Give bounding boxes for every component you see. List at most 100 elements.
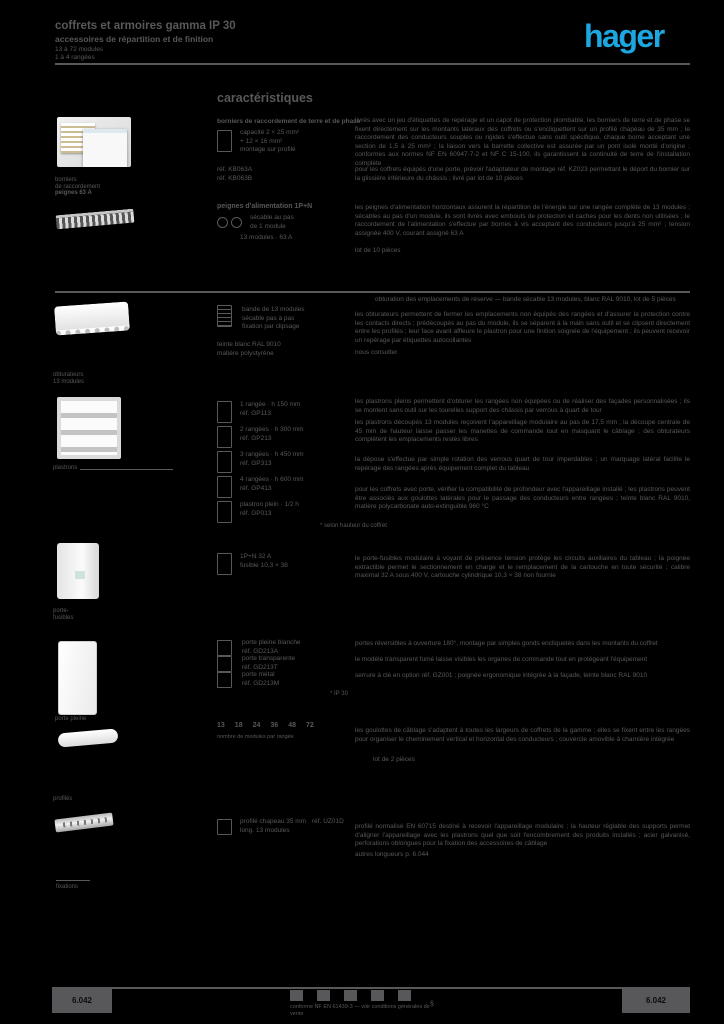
caption-obturateurs-1: obturateurs	[53, 372, 84, 378]
s3-note: obturation des emplacements de réserve —…	[375, 296, 676, 303]
s2-specs: sécable au pas de 1 module	[250, 214, 340, 231]
pole-count-icon	[217, 215, 245, 233]
s5-specs: 1P+N 32 A fusible 10,3 × 38	[240, 553, 340, 570]
s6-row2-desc: le modèle transparent fumé laisse visibl…	[355, 656, 648, 663]
s4-row-1: 1 rangée · h 150 mm réf. GP113	[240, 401, 345, 418]
caption-profiles: profilés	[53, 796, 73, 802]
s3-description: les obturateurs permettent de fermer les…	[355, 311, 690, 344]
s7-seg-72: 72	[305, 722, 314, 729]
s8-specs: profilé chapeau 35 mm long. 13 modules	[240, 818, 335, 835]
caption-leader-line	[80, 469, 173, 470]
s9-caption-rule	[56, 880, 90, 881]
s4-paragraph-b: les plastrons découpés 13 modules reçoiv…	[355, 419, 690, 444]
s4-row3-l1: 3 rangées · h 450 mm	[240, 451, 304, 458]
row-pictogram-icon-3	[217, 451, 232, 473]
s1-specs: capacité 2 × 25 mm² + 12 × 16 mm² montag…	[240, 129, 350, 155]
product-photo-goulotte	[57, 728, 119, 748]
s4-row5-l1: plastron plein · 1/2 h	[240, 501, 299, 508]
caption-borniers-2: de raccordement	[55, 184, 101, 190]
s1-intro: borniers de raccordement de terre et de …	[217, 118, 361, 125]
label-peignes: peignes 63 A	[55, 190, 92, 196]
s4-row-4: 4 rangées · h 600 mm réf. GP413	[240, 476, 345, 493]
din-rail-icon	[217, 819, 232, 835]
s4-row5-l2: réf. GP013	[240, 509, 272, 517]
section-heading: caractéristiques	[217, 91, 313, 105]
s3-spec2: sécable pas à pas	[242, 314, 295, 322]
module-strip-icon	[217, 305, 232, 327]
certification-icon-2	[317, 990, 330, 1001]
certification-icon-1	[290, 990, 303, 1001]
product-photo-porte-fusibles	[57, 543, 99, 599]
s3-spec1: bande de 13 modules	[242, 306, 305, 313]
caption-obturateurs-2: 13 modules	[53, 379, 85, 385]
s1-spec2: + 12 × 16 mm²	[240, 137, 283, 145]
s4-row1-l1: 1 rangée · h 150 mm	[240, 401, 301, 408]
s6-row3-desc: serrure à clé en option réf. GZ001 ; poi…	[355, 672, 648, 679]
s6-row-1: porte pleine blanche réf. GD213A	[242, 639, 342, 656]
s4-footnote: * selon hauteur du coffret	[320, 523, 387, 529]
s6-row3-l2: réf. GD213M	[242, 679, 280, 687]
s2-spec3: 13 modules · 63 A	[240, 234, 293, 241]
row-pictogram-icon-5	[217, 501, 232, 523]
product-photo-plastron	[57, 397, 121, 459]
s6-row2-l2: réf. GD213T	[242, 663, 278, 671]
caption-fusibles-2: fusibles	[53, 615, 74, 621]
certification-icon-4	[371, 990, 384, 1001]
page-subtitle-3: 1 à 4 rangées	[55, 54, 95, 61]
caption-porte: porte pleine	[55, 716, 87, 722]
fuse-carrier-icon	[217, 553, 232, 575]
s6-row-2: porte transparente réf. GD213T	[242, 655, 342, 672]
s1-spec3: montage sur profilé	[240, 146, 296, 154]
s2-head: peignes d'alimentation 1P+N	[217, 203, 313, 210]
s1-description-2: pour les coffrets équipés d'une porte, p…	[355, 166, 690, 182]
s7-seg-36: 36	[270, 722, 279, 729]
pole-circle-icon-2	[231, 217, 242, 228]
s2-tail: lot de 10 pièces	[355, 247, 401, 254]
s1-description: livrés avec un jeu d'étiquettes de repér…	[355, 117, 690, 167]
s4-paragraph-a: les plastrons pleins permettent d'obture…	[355, 398, 690, 414]
caption-fixations: fixations	[56, 884, 79, 890]
certification-icon-3	[344, 990, 357, 1001]
s3-spec5: matière polystyrène	[217, 349, 274, 357]
certification-icon-5	[398, 990, 411, 1001]
product-photo-porte	[58, 641, 97, 715]
s6-row1-desc: portes réversibles à ouverture 180°, mon…	[355, 640, 658, 647]
s3-spec3: fixation par clipsage	[242, 323, 300, 331]
s4-paragraph-c: la dépose s'effectue par simple rotation…	[355, 456, 690, 472]
door-icon-3	[217, 672, 232, 688]
hager-logo: hager	[584, 18, 665, 54]
s6-row2-l1: porte transparente	[242, 655, 296, 662]
s4-row2-l1: 2 rangées · h 300 mm	[240, 426, 304, 433]
s7-seg-24: 24	[252, 722, 261, 729]
s1-refs: réf. KB063A réf. KB063B	[217, 166, 327, 183]
s4-paragraph-d: pour les coffrets avec porte, vérifier l…	[355, 486, 690, 511]
caption-plastrons: plastrons	[53, 465, 78, 471]
s6-row3-l1: porte métal	[242, 671, 275, 678]
s7-segments-label: nombre de modules par rangée	[217, 734, 294, 740]
s7-tail: lot de 2 pièces	[373, 756, 415, 763]
s8-ref: réf. UZ01D	[312, 818, 344, 825]
s5-description: le porte-fusibles modulaire à voyant de …	[355, 555, 690, 580]
caption-fusibles-1: porte-	[53, 608, 69, 614]
footer-note: conforme NF EN 61439-3 — voir conditions…	[290, 1004, 430, 1017]
product-photo-peigne	[55, 208, 135, 230]
footer-rule	[52, 987, 690, 989]
s4-row-2: 2 rangées · h 300 mm réf. GP213	[240, 426, 345, 443]
section-divider	[55, 291, 690, 293]
s1-ref1: réf. KB063A	[217, 166, 253, 173]
s8-l1: profilé chapeau 35 mm	[240, 818, 307, 825]
door-icon-1	[217, 640, 232, 656]
s5-l1: 1P+N 32 A	[240, 553, 272, 560]
product-photo-borniers	[57, 117, 131, 167]
row-pictogram-icon-1	[217, 401, 232, 423]
s7-seg-48: 48	[288, 722, 296, 729]
s6-row1-l1: porte pleine blanche	[242, 639, 301, 646]
s6-row-3: porte métal réf. GD213M	[242, 671, 342, 688]
s3-specs-b: teinte blanc RAL 9010 matière polystyrèn…	[217, 341, 347, 358]
s2-spec2: de 1 module	[250, 222, 286, 230]
s7-seg-13: 13	[217, 722, 225, 729]
s6-note: * IP 30	[330, 691, 348, 697]
s1-spec1: capacité 2 × 25 mm²	[240, 129, 300, 136]
page-subtitle: accessoires de répartition et de finitio…	[55, 34, 214, 44]
